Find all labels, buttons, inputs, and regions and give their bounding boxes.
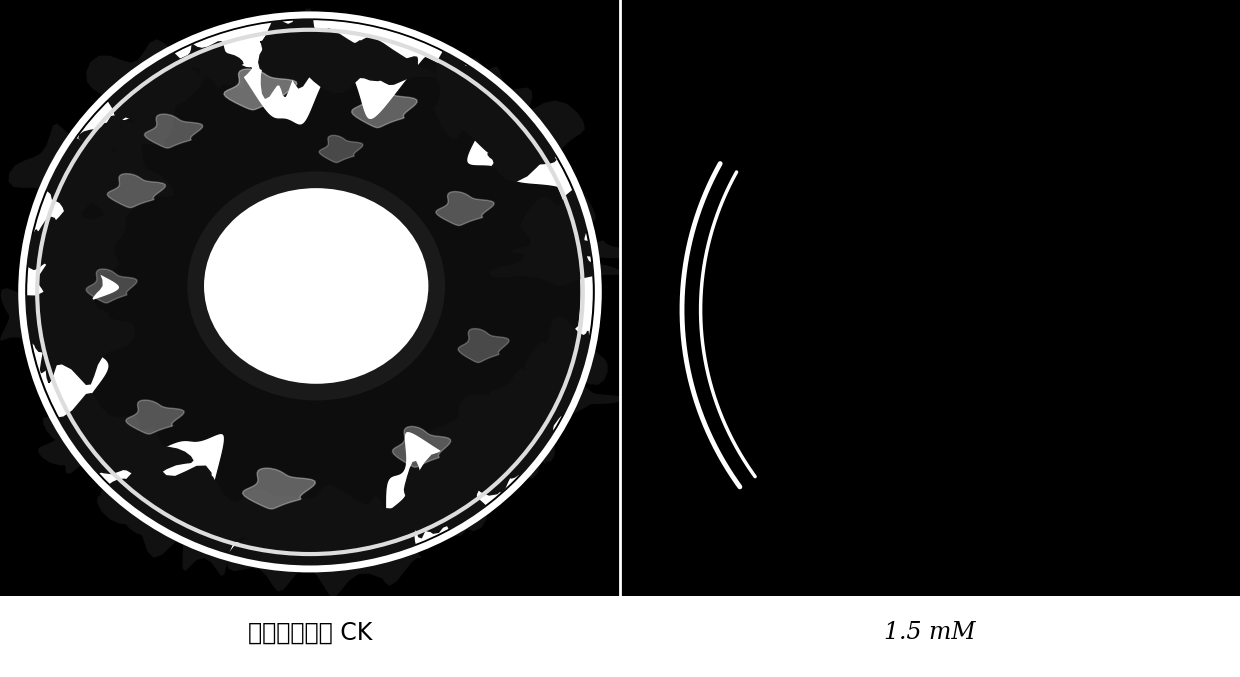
Polygon shape	[167, 477, 254, 575]
Polygon shape	[434, 47, 498, 138]
Polygon shape	[187, 489, 309, 547]
Polygon shape	[392, 427, 450, 467]
Polygon shape	[144, 114, 202, 148]
Polygon shape	[525, 338, 579, 417]
Polygon shape	[490, 252, 621, 285]
Polygon shape	[89, 429, 192, 482]
Polygon shape	[430, 395, 554, 485]
Polygon shape	[343, 56, 436, 85]
Polygon shape	[53, 237, 118, 292]
Polygon shape	[51, 139, 174, 223]
Polygon shape	[200, 58, 252, 89]
Polygon shape	[102, 466, 175, 514]
Polygon shape	[427, 437, 510, 495]
Polygon shape	[293, 533, 322, 563]
Polygon shape	[414, 447, 486, 535]
Polygon shape	[125, 400, 184, 434]
Polygon shape	[327, 534, 370, 558]
Polygon shape	[458, 328, 510, 363]
Polygon shape	[107, 173, 165, 208]
Polygon shape	[176, 42, 243, 76]
Polygon shape	[0, 282, 109, 355]
Polygon shape	[31, 288, 135, 385]
Polygon shape	[37, 254, 102, 328]
Polygon shape	[305, 30, 408, 93]
Polygon shape	[320, 41, 392, 83]
Text: 蓝莓枝枯病菌 CK: 蓝莓枝枯病菌 CK	[248, 620, 372, 645]
Polygon shape	[435, 192, 494, 225]
Polygon shape	[459, 369, 570, 461]
Polygon shape	[521, 190, 595, 270]
Polygon shape	[503, 386, 622, 412]
Polygon shape	[319, 135, 363, 162]
Polygon shape	[278, 498, 389, 596]
Polygon shape	[526, 368, 560, 435]
Polygon shape	[445, 68, 526, 129]
Polygon shape	[227, 506, 326, 590]
Polygon shape	[381, 255, 425, 282]
Polygon shape	[513, 376, 559, 414]
Polygon shape	[260, 16, 303, 98]
Polygon shape	[86, 269, 138, 303]
Polygon shape	[490, 366, 601, 416]
Ellipse shape	[27, 21, 593, 563]
Polygon shape	[370, 501, 477, 531]
Polygon shape	[224, 69, 296, 110]
Ellipse shape	[248, 236, 384, 336]
Polygon shape	[481, 451, 538, 478]
Polygon shape	[38, 420, 148, 473]
Polygon shape	[270, 485, 372, 546]
Polygon shape	[32, 288, 66, 383]
Polygon shape	[517, 364, 573, 394]
Polygon shape	[263, 16, 330, 72]
Polygon shape	[259, 9, 335, 88]
Polygon shape	[43, 394, 139, 473]
Polygon shape	[343, 496, 420, 585]
Polygon shape	[460, 68, 532, 142]
Polygon shape	[489, 150, 556, 171]
Polygon shape	[30, 205, 125, 285]
Polygon shape	[98, 457, 212, 557]
Polygon shape	[87, 40, 205, 140]
Text: 1.5 mM: 1.5 mM	[884, 621, 976, 644]
Polygon shape	[402, 459, 487, 533]
Polygon shape	[525, 206, 575, 278]
Polygon shape	[526, 316, 606, 394]
Polygon shape	[404, 462, 435, 538]
Polygon shape	[181, 481, 246, 542]
Polygon shape	[461, 95, 584, 181]
Polygon shape	[79, 116, 165, 153]
Polygon shape	[125, 491, 233, 546]
Polygon shape	[22, 217, 71, 274]
Polygon shape	[352, 87, 417, 128]
Polygon shape	[46, 47, 580, 551]
Polygon shape	[331, 518, 392, 570]
Polygon shape	[243, 468, 315, 509]
Polygon shape	[9, 125, 135, 216]
Polygon shape	[198, 256, 236, 280]
Polygon shape	[511, 237, 632, 261]
Polygon shape	[474, 412, 539, 492]
Ellipse shape	[193, 179, 439, 393]
